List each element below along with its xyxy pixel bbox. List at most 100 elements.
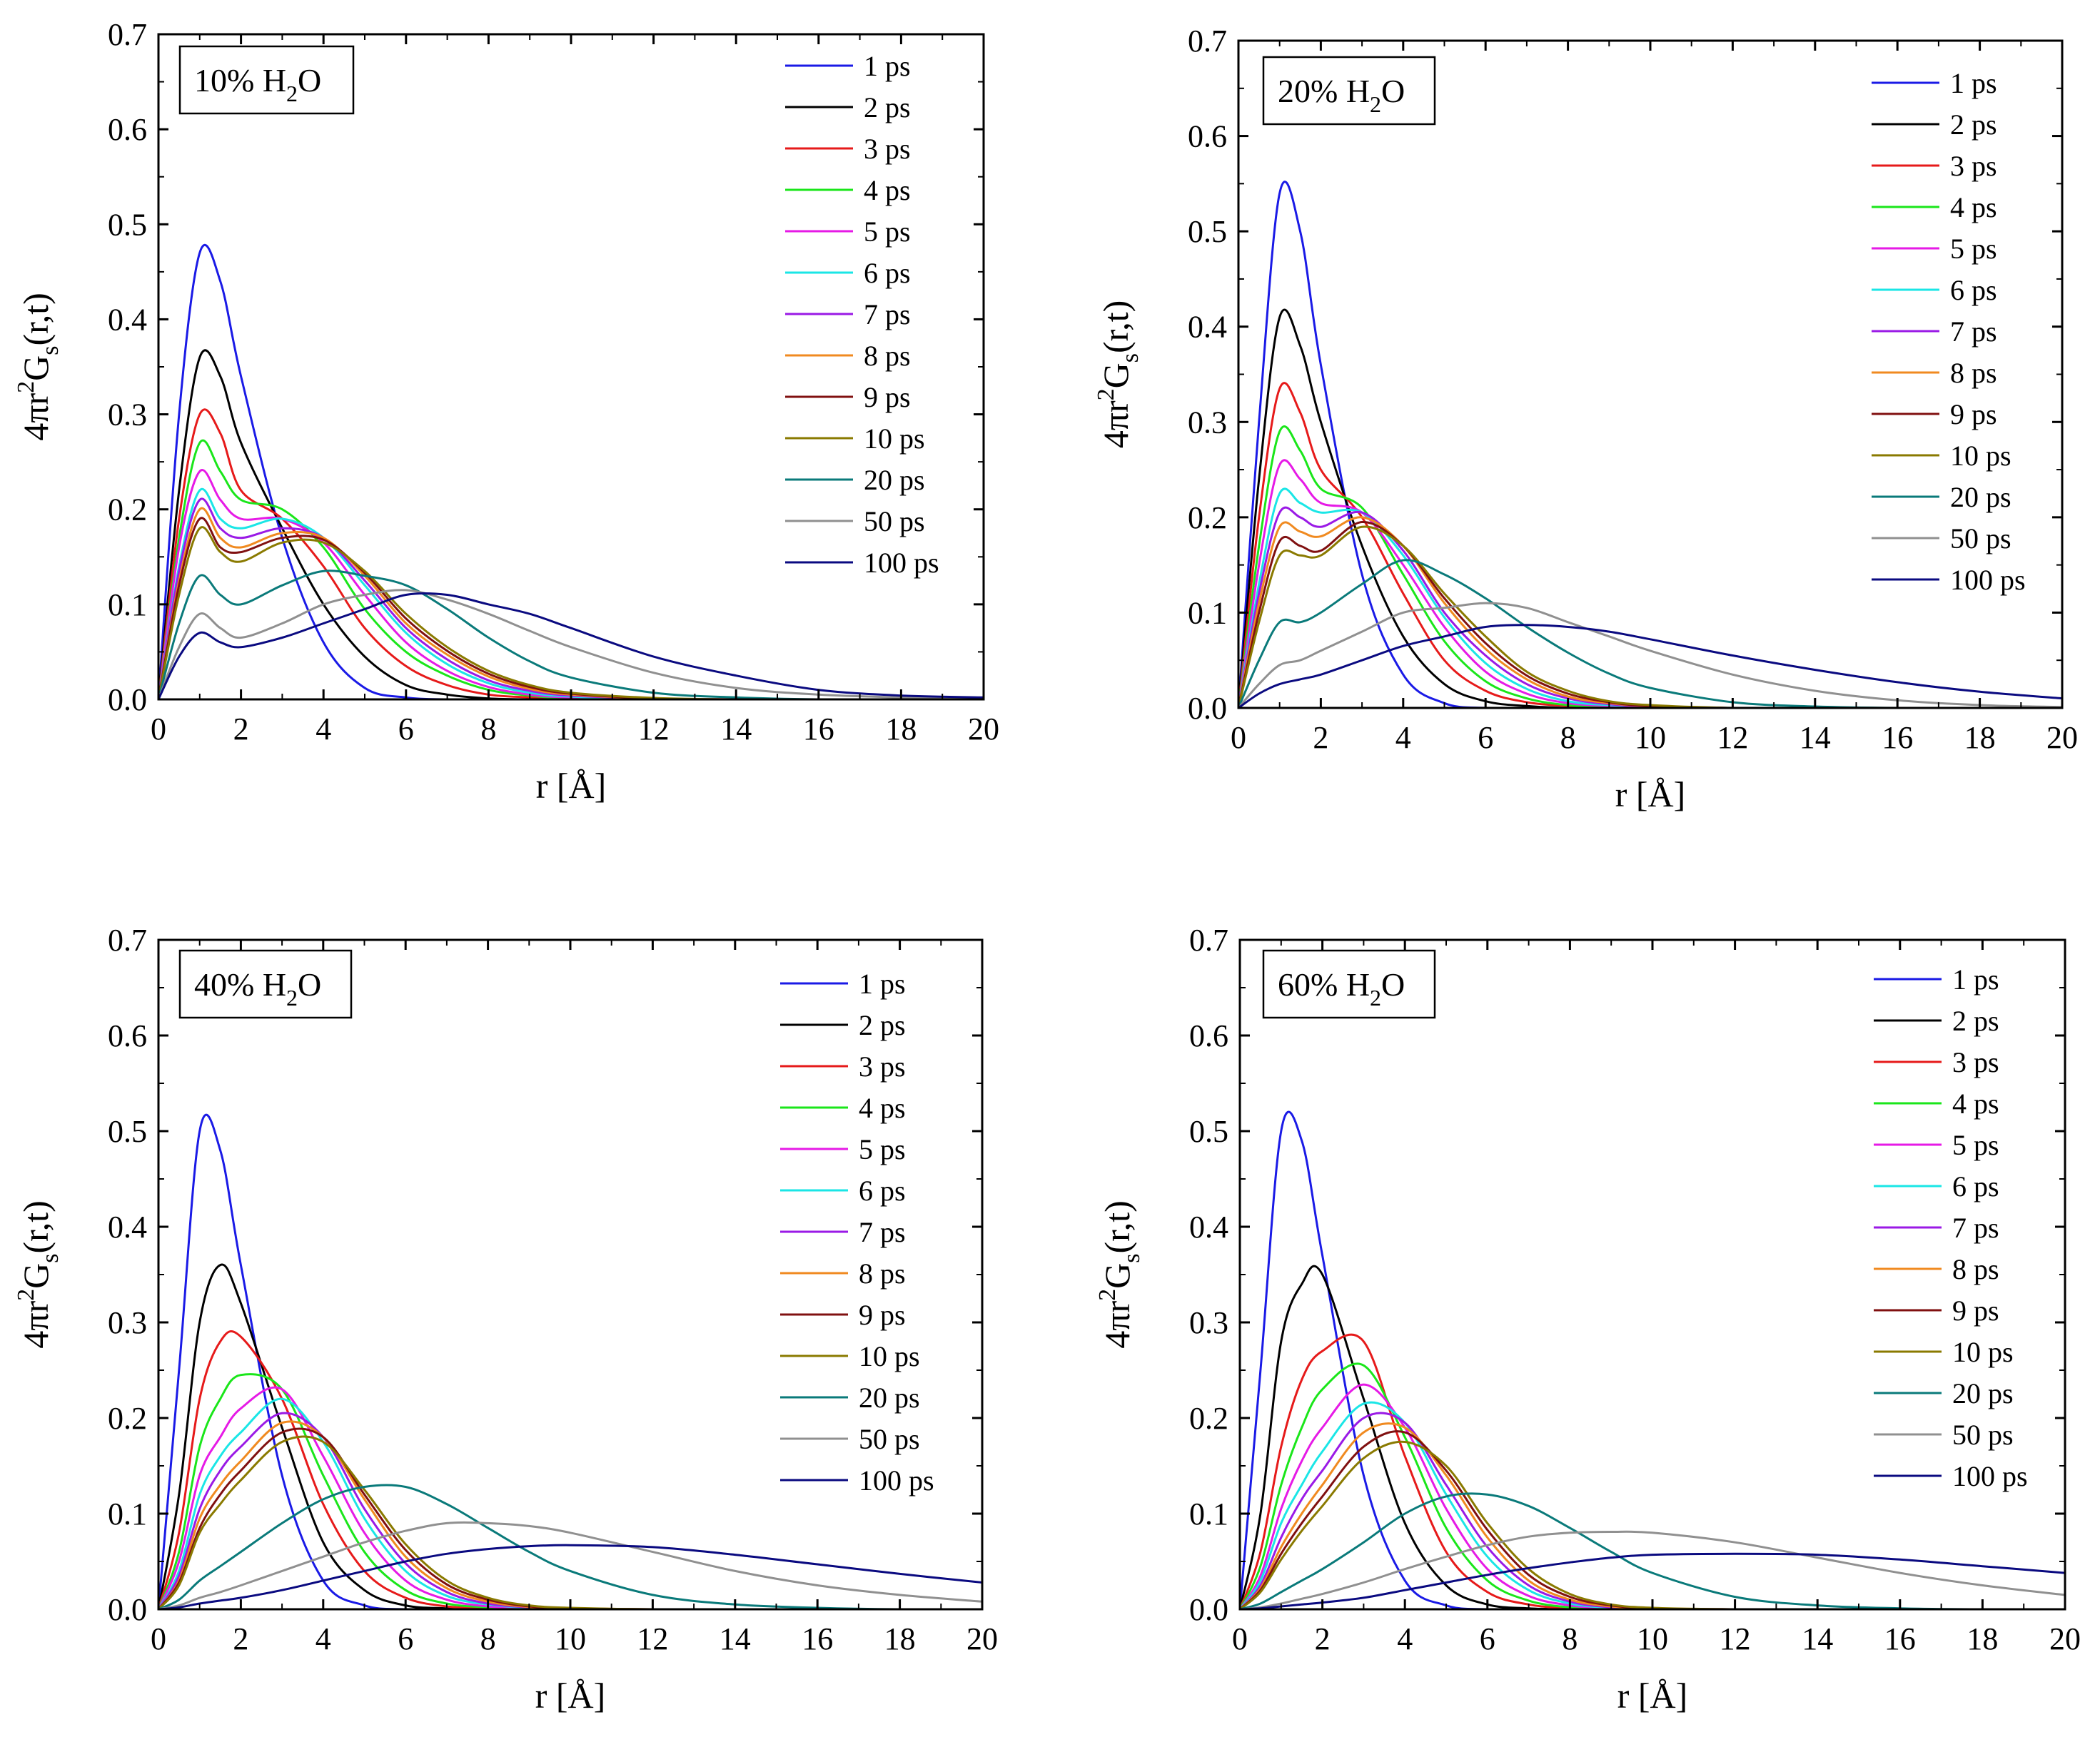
y-tick-label: 0.5 bbox=[1189, 1114, 1228, 1149]
y-tick-label: 0.2 bbox=[108, 1401, 147, 1436]
y-axis-label: 4πr2Gs(r,t) bbox=[1094, 1200, 1145, 1349]
y-tick-label: 0.1 bbox=[1189, 1497, 1228, 1531]
series-line-4ps bbox=[1238, 425, 2062, 708]
y-axis-label: 4πr2Gs(r,t) bbox=[13, 293, 64, 441]
y-tick-label: 0.1 bbox=[108, 587, 147, 622]
legend-label: 5 ps bbox=[1952, 1129, 1999, 1161]
y-tick-label: 0.7 bbox=[1189, 923, 1228, 958]
x-tick-label: 8 bbox=[1560, 720, 1576, 755]
x-tick-label: 4 bbox=[315, 1621, 331, 1656]
legend-label: 20 ps bbox=[1950, 481, 2011, 513]
series-line-50ps bbox=[1238, 602, 2062, 708]
x-tick-label: 18 bbox=[1967, 1621, 1998, 1656]
legend-label: 5 ps bbox=[864, 216, 911, 248]
x-tick-label: 6 bbox=[398, 712, 414, 746]
y-tick-label: 0.3 bbox=[1189, 1305, 1228, 1340]
series-line-10ps bbox=[1238, 525, 2062, 708]
series-line-1ps bbox=[1238, 181, 2062, 708]
legend-label: 6 ps bbox=[1950, 274, 1997, 306]
x-tick-label: 14 bbox=[720, 712, 752, 746]
series-line-6ps bbox=[1238, 487, 2062, 708]
legend-label: 2 ps bbox=[864, 91, 911, 123]
x-tick-label: 2 bbox=[233, 712, 249, 746]
y-axis-label: 4πr2Gs(r,t) bbox=[1093, 300, 1144, 449]
series-line-7ps bbox=[158, 1412, 982, 1609]
x-tick-label: 18 bbox=[1964, 720, 1996, 755]
x-tick-label: 12 bbox=[1720, 1621, 1751, 1656]
legend-label: 4 ps bbox=[1952, 1088, 1999, 1120]
panel-label-box bbox=[1262, 949, 1436, 1019]
legend-label: 7 ps bbox=[859, 1216, 906, 1248]
legend-label: 9 ps bbox=[864, 381, 911, 413]
legend-label: 1 ps bbox=[1950, 67, 1997, 99]
legend-label: 8 ps bbox=[1950, 357, 1997, 389]
y-tick-label: 0.0 bbox=[108, 1592, 147, 1627]
series-line-100ps bbox=[1240, 1552, 2065, 1609]
x-tick-label: 12 bbox=[637, 1621, 668, 1656]
legend-label: 8 ps bbox=[859, 1257, 906, 1290]
x-tick-label: 0 bbox=[1231, 720, 1246, 755]
x-tick-label: 6 bbox=[1480, 1621, 1495, 1656]
x-tick-label: 14 bbox=[1802, 1621, 1833, 1656]
series-line-5ps bbox=[158, 1386, 982, 1609]
legend: 1 ps 2 ps 3 ps 4 ps 5 ps 6 ps 7 ps 8 ps 9 ps 10 p… bbox=[780, 968, 934, 1497]
series-line-5ps bbox=[158, 469, 984, 699]
x-tick-label: 16 bbox=[803, 712, 834, 746]
legend: 1 ps 2 ps 3 ps 4 ps 5 ps 6 ps 7 ps 8 ps 9 ps 10 p… bbox=[1872, 67, 2026, 596]
x-tick-label: 8 bbox=[1562, 1621, 1577, 1656]
x-tick-label: 18 bbox=[884, 1621, 916, 1656]
series-lines bbox=[158, 1113, 982, 1609]
series-line-5ps bbox=[1238, 459, 2062, 708]
series-lines bbox=[1238, 181, 2062, 708]
panel-label-box bbox=[178, 949, 353, 1019]
series-line-9ps bbox=[158, 517, 984, 699]
y-tick-label: 0.0 bbox=[1188, 691, 1227, 726]
x-axis-label: r [Å] bbox=[1615, 774, 1686, 814]
y-tick-label: 0.2 bbox=[1188, 500, 1227, 535]
legend-label: 10 ps bbox=[1952, 1336, 2014, 1368]
y-axis-label: 4πr2Gs(r,t) bbox=[13, 1200, 64, 1349]
legend-label: 6 ps bbox=[864, 257, 911, 289]
series-line-7ps bbox=[158, 497, 984, 699]
legend-label: 50 ps bbox=[864, 505, 925, 537]
legend-label: 1 ps bbox=[859, 968, 906, 1000]
x-tick-label: 2 bbox=[1315, 1621, 1331, 1656]
legend-label: 3 ps bbox=[1952, 1046, 1999, 1078]
y-tick-label: 0.3 bbox=[1188, 405, 1227, 440]
y-tick-label: 0.6 bbox=[1189, 1018, 1228, 1053]
legend-label: 8 ps bbox=[1952, 1253, 1999, 1285]
series-line-9ps bbox=[158, 1427, 982, 1609]
panel-label: 10% H2O bbox=[194, 62, 321, 106]
x-tick-label: 8 bbox=[480, 1621, 496, 1656]
x-tick-label: 16 bbox=[1882, 720, 1913, 755]
y-tick-label: 0.5 bbox=[108, 1114, 147, 1149]
legend-label: 1 ps bbox=[1952, 963, 1999, 996]
panel-label-box bbox=[178, 45, 355, 115]
series-line-100ps bbox=[1238, 624, 2062, 708]
legend-label: 20 ps bbox=[859, 1382, 920, 1414]
legend-label: 7 ps bbox=[864, 298, 911, 330]
y-tick-label: 0.6 bbox=[1188, 119, 1227, 154]
y-tick-label: 0.7 bbox=[1188, 24, 1227, 59]
series-line-50ps bbox=[1240, 1530, 2065, 1609]
legend-label: 5 ps bbox=[859, 1133, 906, 1165]
series-line-20ps bbox=[158, 569, 984, 699]
series-line-7ps bbox=[1238, 506, 2062, 708]
legend: 1 ps 2 ps 3 ps 4 ps 5 ps 6 ps 7 ps 8 ps 9 ps 10 p… bbox=[785, 50, 939, 579]
y-tick-label: 0.5 bbox=[108, 207, 147, 242]
x-tick-label: 10 bbox=[1635, 720, 1666, 755]
x-tick-label: 10 bbox=[555, 1621, 586, 1656]
x-tick-label: 20 bbox=[966, 1621, 998, 1656]
y-tick-label: 0.2 bbox=[108, 492, 147, 527]
legend-label: 20 ps bbox=[1952, 1377, 2014, 1409]
x-tick-label: 20 bbox=[968, 712, 999, 746]
series-line-20ps bbox=[1238, 559, 2062, 708]
legend-label: 100 ps bbox=[1952, 1460, 2028, 1492]
series-line-1ps bbox=[158, 243, 984, 699]
series-line-2ps bbox=[1240, 1265, 2065, 1609]
series-line-50ps bbox=[158, 1521, 982, 1609]
x-tick-label: 10 bbox=[555, 712, 587, 746]
legend-label: 2 ps bbox=[859, 1009, 906, 1041]
series-line-20ps bbox=[158, 1484, 982, 1609]
chart-panel-3: 0 2 4 6 8 10 12 14 16 18 20 0.0 0.1 0.2 0.3 0.4 0.5 0.6 0.… bbox=[13, 923, 998, 1716]
